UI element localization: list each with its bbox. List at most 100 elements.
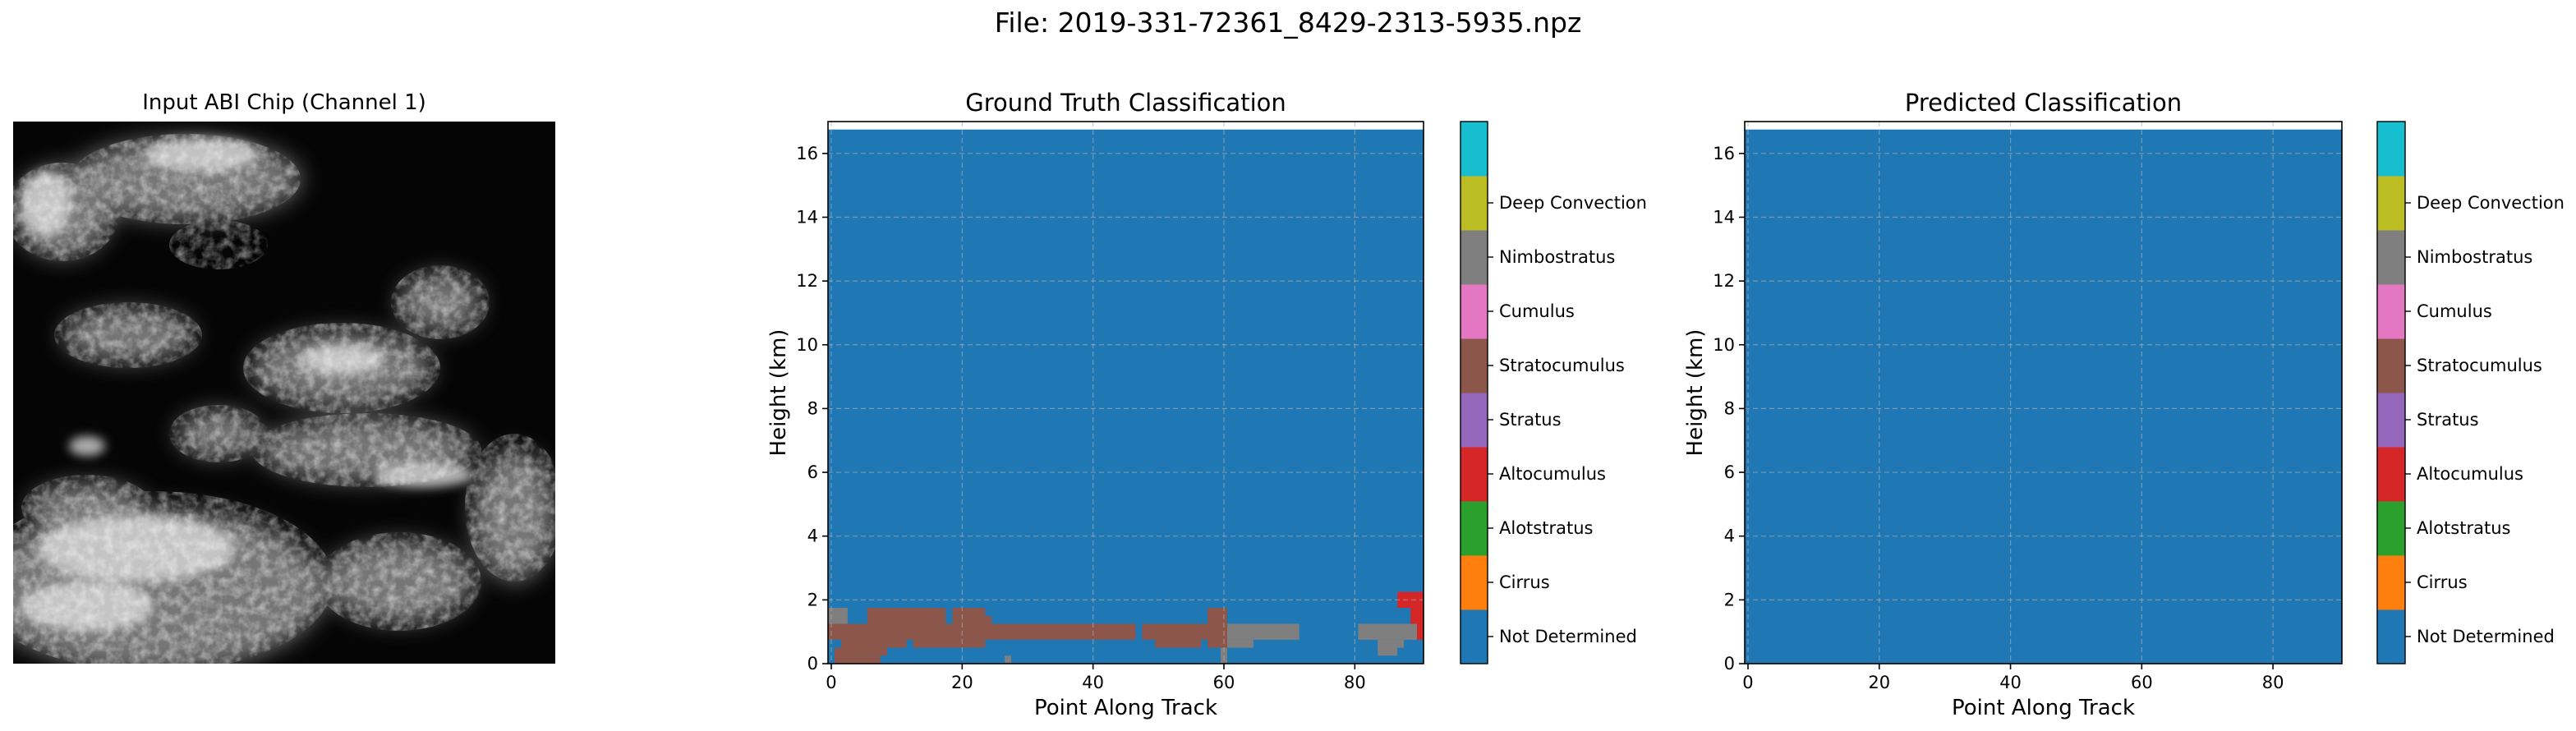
x-tick-label: 80 bbox=[1344, 673, 1366, 692]
colorbar-label: Deep Convection bbox=[2417, 193, 2564, 213]
colorbar-segment bbox=[1460, 393, 1488, 448]
heatmap-cell bbox=[1005, 655, 1012, 664]
colorbar-label: Cirrus bbox=[2417, 572, 2468, 592]
axes-frame-0 bbox=[827, 121, 1424, 664]
colorbar-label: Stratocumulus bbox=[2417, 356, 2542, 375]
heatmap-background-1 bbox=[1745, 129, 2342, 664]
colorbar-label: Nimbostratus bbox=[1499, 247, 1615, 267]
heatmap-cell bbox=[828, 623, 1136, 640]
x-tick-label: 0 bbox=[1742, 673, 1753, 692]
y-tick-label: 2 bbox=[1724, 590, 1735, 609]
colorbar-segment bbox=[2377, 338, 2405, 393]
chip-panel-title: Input ABI Chip (Channel 1) bbox=[142, 90, 426, 115]
y-tick-label: 6 bbox=[807, 462, 818, 482]
y-tick-label: 10 bbox=[796, 335, 818, 355]
x-tick-label: 20 bbox=[951, 673, 973, 692]
heatmap-cell bbox=[1417, 623, 1424, 640]
y-axis-label: Height (km) bbox=[766, 329, 791, 457]
colorbar-segment bbox=[1460, 176, 1488, 231]
x-tick-label: 80 bbox=[2262, 673, 2284, 692]
colorbar-label: Altocumulus bbox=[2417, 464, 2523, 484]
colorbar-segment bbox=[1460, 284, 1488, 339]
y-tick-label: 12 bbox=[796, 271, 818, 291]
colorbar-segment bbox=[2377, 501, 2405, 556]
colorbar-label: Not Determined bbox=[2417, 627, 2555, 646]
x-tick-label: 60 bbox=[2131, 673, 2153, 692]
chart-title: Predicted Classification bbox=[1905, 89, 2182, 117]
heatmap-cell bbox=[1226, 639, 1254, 648]
heatmap-cell bbox=[1226, 623, 1300, 640]
x-tick-label: 40 bbox=[1999, 673, 2022, 692]
heatmap-cell bbox=[952, 608, 986, 624]
colorbar-segment bbox=[1460, 555, 1488, 610]
colorbar-label: Nimbostratus bbox=[2417, 247, 2532, 267]
abi-chip-image bbox=[13, 122, 555, 664]
heatmap-cell bbox=[867, 608, 946, 624]
heatmap-cell bbox=[847, 655, 881, 664]
y-tick-label: 12 bbox=[1713, 271, 1735, 291]
y-tick-label: 0 bbox=[1724, 654, 1735, 674]
colorbar-label: Altocumulus bbox=[1499, 464, 1606, 484]
heatmap-cell bbox=[1397, 591, 1424, 609]
x-axis-label: Point Along Track bbox=[1034, 696, 1217, 720]
heatmap-background-0 bbox=[828, 129, 1424, 664]
axes-background-0 bbox=[828, 122, 1424, 664]
heatmap-cell bbox=[1142, 623, 1215, 640]
heatmap-cell bbox=[1208, 608, 1227, 648]
y-tick-label: 14 bbox=[1713, 207, 1735, 227]
y-tick-label: 8 bbox=[1724, 398, 1735, 418]
colorbar-segment bbox=[1460, 501, 1488, 556]
colorbar-segment bbox=[2377, 555, 2405, 610]
colorbar-frame-1 bbox=[2376, 121, 2406, 664]
abi-chip-texture bbox=[13, 122, 555, 664]
colorbar-segment bbox=[2377, 230, 2405, 285]
heatmap-cell bbox=[1378, 639, 1398, 656]
y-tick-label: 16 bbox=[1713, 144, 1735, 163]
axes-background-1 bbox=[1745, 122, 2342, 664]
colorbar-frame-0 bbox=[1460, 121, 1488, 664]
colorbar-label: Stratus bbox=[1499, 410, 1562, 430]
colorbar-segment bbox=[1460, 122, 1488, 177]
colorbar-label: Deep Convection bbox=[1499, 193, 1647, 213]
colorbar-segment bbox=[2377, 284, 2405, 339]
x-tick-label: 40 bbox=[1082, 673, 1104, 692]
colorbar-segment bbox=[2377, 447, 2405, 502]
heatmap-cell bbox=[1397, 639, 1405, 648]
heatmap-cell bbox=[985, 615, 992, 624]
x-tick-label: 60 bbox=[1213, 673, 1235, 692]
heatmap-cell bbox=[1221, 647, 1227, 664]
x-axis-label: Point Along Track bbox=[1952, 696, 2135, 720]
figure-title: File: 2019-331-72361_8429-2313-5935.npz bbox=[994, 7, 1582, 39]
heatmap-cell bbox=[1155, 639, 1202, 648]
y-tick-label: 4 bbox=[807, 526, 818, 546]
colorbar-label: Cirrus bbox=[1499, 572, 1550, 592]
y-tick-label: 8 bbox=[807, 398, 818, 418]
colorbar-segment bbox=[2377, 609, 2405, 664]
y-tick-label: 4 bbox=[1724, 526, 1735, 546]
y-tick-label: 14 bbox=[796, 207, 818, 227]
y-tick-label: 10 bbox=[1713, 335, 1735, 355]
y-tick-label: 2 bbox=[807, 590, 818, 609]
colorbar-label: Stratocumulus bbox=[1499, 356, 1625, 375]
x-tick-label: 20 bbox=[1868, 673, 1890, 692]
chart-title: Ground Truth Classification bbox=[965, 89, 1286, 117]
y-axis-label: Height (km) bbox=[1683, 329, 1708, 457]
heatmap-cell bbox=[1410, 608, 1424, 624]
y-tick-label: 16 bbox=[796, 144, 818, 163]
colorbar-segment bbox=[1460, 338, 1488, 393]
y-tick-label: 6 bbox=[1724, 462, 1735, 482]
colorbar-segment bbox=[1460, 230, 1488, 285]
heatmap-cell bbox=[1358, 623, 1418, 640]
colorbar-segment bbox=[1460, 447, 1488, 502]
heatmap-cell bbox=[828, 608, 848, 624]
colorbar-label: Cumulus bbox=[2417, 301, 2492, 321]
colorbar-label: Alotstratus bbox=[2417, 518, 2510, 538]
heatmap-cell bbox=[913, 639, 986, 648]
colorbar-label: Stratus bbox=[2417, 410, 2479, 430]
axes-frame-1 bbox=[1744, 121, 2343, 664]
colorbar-segment bbox=[1460, 609, 1488, 664]
colorbar-label: Cumulus bbox=[1499, 301, 1575, 321]
heatmap-cell bbox=[867, 639, 907, 648]
x-tick-label: 0 bbox=[826, 673, 836, 692]
colorbar-segment bbox=[2377, 122, 2405, 177]
